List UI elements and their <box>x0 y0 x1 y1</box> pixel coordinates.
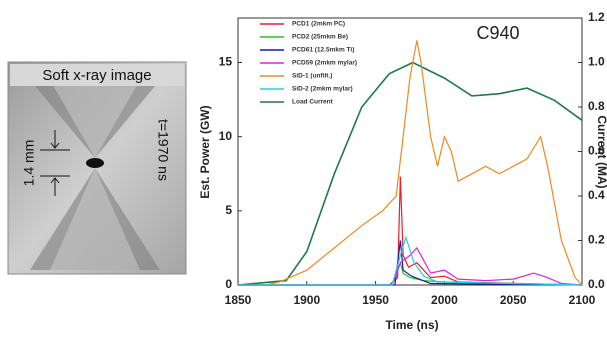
annotation: C940 <box>476 23 519 43</box>
x-tick-label: 2100 <box>569 293 596 307</box>
x-tick-label: 2000 <box>431 293 458 307</box>
series-line <box>238 177 582 285</box>
y2-tick-label: 0.4 <box>588 188 605 202</box>
x-tick-label: 1900 <box>293 293 320 307</box>
y2-tick-label: 0.0 <box>588 277 605 291</box>
xray-image: Soft x-ray image 1.4 mm t=1970 ns <box>8 62 186 274</box>
y-axis-label: Est. Power (GW) <box>198 105 212 198</box>
y2-tick-label: 0.8 <box>588 99 605 113</box>
y2-tick-label: 0.2 <box>588 233 605 247</box>
y2-tick-label: 0.6 <box>588 144 605 158</box>
legend-label: Load Current <box>292 99 334 106</box>
legend-label: SiD-1 (unfilt.) <box>292 73 332 80</box>
x-tick-label: 1950 <box>362 293 389 307</box>
y-tick-label: 15 <box>219 55 233 69</box>
y-tick-label: 10 <box>219 129 233 143</box>
x-tick-label: 2050 <box>500 293 527 307</box>
legend-label: PCD59 (2mkm mylar) <box>292 60 357 67</box>
legend-label: SiD-2 (2mkm mylar) <box>292 86 353 93</box>
image-time: t=1970 ns <box>155 119 171 181</box>
legend-label: PCD61 (12.5mkm Ti) <box>292 47 354 54</box>
image-title: Soft x-ray image <box>42 67 151 84</box>
x-tick-label: 1850 <box>225 293 252 307</box>
image-scale: 1.4 mm <box>21 140 37 187</box>
x-axis-label: Time (ns) <box>385 318 438 332</box>
plot-frame <box>238 18 582 285</box>
legend-label: PCD2 (25mkm Be) <box>292 34 348 41</box>
legend-label: PCD1 (2mkm PC) <box>292 21 345 28</box>
figure: Soft x-ray image 1.4 mm t=1970 ns C940 T… <box>0 0 607 335</box>
y2-tick-label: 1.2 <box>588 10 605 24</box>
y-tick-label: 5 <box>225 203 232 217</box>
series-line <box>238 241 582 286</box>
y-tick-label: 0 <box>225 277 232 291</box>
y2-tick-label: 1.0 <box>588 55 605 69</box>
